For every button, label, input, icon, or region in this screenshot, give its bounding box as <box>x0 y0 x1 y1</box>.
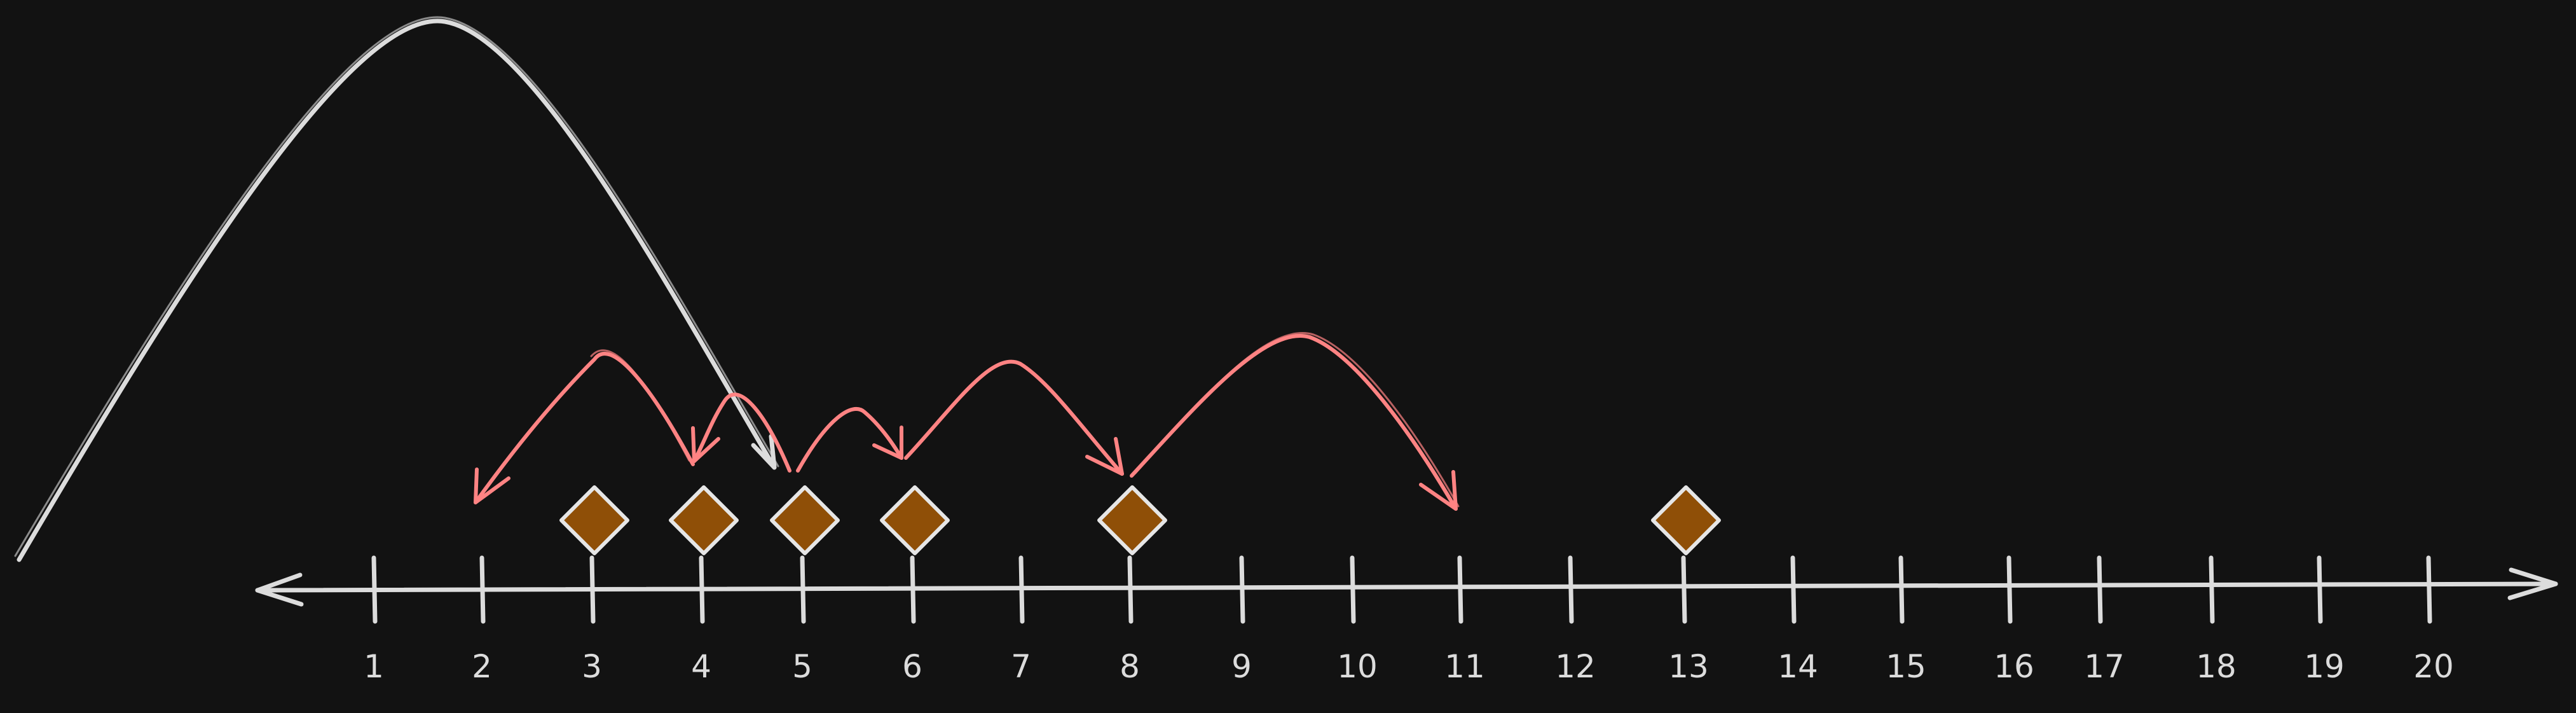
tick-label-2: 2 <box>472 648 492 685</box>
tick-label-12: 12 <box>1555 648 1596 685</box>
tick-label-14: 14 <box>1778 648 1818 685</box>
tick-mark-3 <box>589 555 596 624</box>
jump-arc-6-to-8 <box>904 359 1124 476</box>
tick-label-15: 15 <box>1886 648 1926 685</box>
big-jump-arrowhead <box>751 434 777 470</box>
jump-arc-8-to-11-echo <box>1134 332 1460 508</box>
jump-arc-5-to-4 <box>692 392 791 473</box>
tick-mark-1 <box>371 555 378 624</box>
marker-diamond-3 <box>559 485 629 555</box>
tick-mark-9 <box>1239 555 1245 624</box>
axis-left-arrowhead <box>255 572 304 607</box>
tick-mark-6 <box>910 555 916 624</box>
jump-arrowhead-8 <box>1085 437 1124 476</box>
axis-right-arrowhead <box>2507 567 2558 600</box>
tick-label-7: 7 <box>1011 648 1031 685</box>
tick-mark-5 <box>800 555 806 624</box>
jump-arrowhead-2 <box>474 467 510 504</box>
jump-arrowhead-4 <box>691 426 720 463</box>
tick-label-9: 9 <box>1231 648 1252 685</box>
tick-label-3: 3 <box>582 648 602 685</box>
jump-arrowhead-6 <box>872 426 903 460</box>
big-jump-arc <box>14 16 779 562</box>
tick-mark-16 <box>2006 555 2013 624</box>
tick-label-19: 19 <box>2304 648 2345 685</box>
marker-diamond-13 <box>1651 485 1721 555</box>
jump-arrowhead-11 <box>1419 470 1458 511</box>
tick-mark-4 <box>699 555 705 624</box>
tick-label-20: 20 <box>2413 648 2454 685</box>
tick-mark-19 <box>2317 555 2323 624</box>
position-markers <box>559 485 1721 555</box>
tick-mark-14 <box>1790 555 1797 624</box>
big-jump-curve <box>17 18 777 562</box>
tick-mark-18 <box>2209 555 2215 624</box>
jump-arc-5-to-6 <box>796 407 903 473</box>
marker-diamond-8 <box>1097 485 1167 555</box>
tick-mark-17 <box>2097 555 2103 624</box>
tick-mark-10 <box>1350 555 1356 624</box>
tick-mark-20 <box>2426 555 2432 624</box>
tick-label-10: 10 <box>1337 648 1378 685</box>
marker-diamond-4 <box>669 485 739 555</box>
tick-label-17: 17 <box>2084 648 2125 685</box>
tick-label-1: 1 <box>364 648 384 685</box>
tick-mark-11 <box>1457 555 1463 624</box>
number-line <box>255 567 2558 607</box>
tick-label-6: 6 <box>902 648 922 685</box>
tick-mark-7 <box>1018 555 1025 624</box>
number-line-ticks: 1 2 3 4 5 6 7 8 9 10 11 12 13 14 15 16 17 18 19 20 <box>364 555 2454 685</box>
tick-mark-13 <box>1681 555 1687 624</box>
big-jump-curve-echo <box>14 16 779 557</box>
tick-label-8: 8 <box>1120 648 1140 685</box>
tick-mark-12 <box>1568 555 1574 624</box>
tick-label-16: 16 <box>1994 648 2034 685</box>
tick-label-13: 13 <box>1668 648 1709 685</box>
tick-label-4: 4 <box>691 648 711 685</box>
red-jump-arcs <box>474 332 1460 511</box>
tick-label-18: 18 <box>2196 648 2237 685</box>
tick-mark-15 <box>1898 555 1905 624</box>
tick-label-5: 5 <box>792 648 812 685</box>
axis-line <box>255 581 2558 593</box>
marker-diamond-6 <box>880 485 950 555</box>
tick-mark-8 <box>1127 555 1134 624</box>
tick-label-11: 11 <box>1444 648 1485 685</box>
tick-mark-2 <box>479 555 486 624</box>
marker-diamond-5 <box>770 485 840 555</box>
jump-arc-4-to-2-echo <box>590 349 690 462</box>
